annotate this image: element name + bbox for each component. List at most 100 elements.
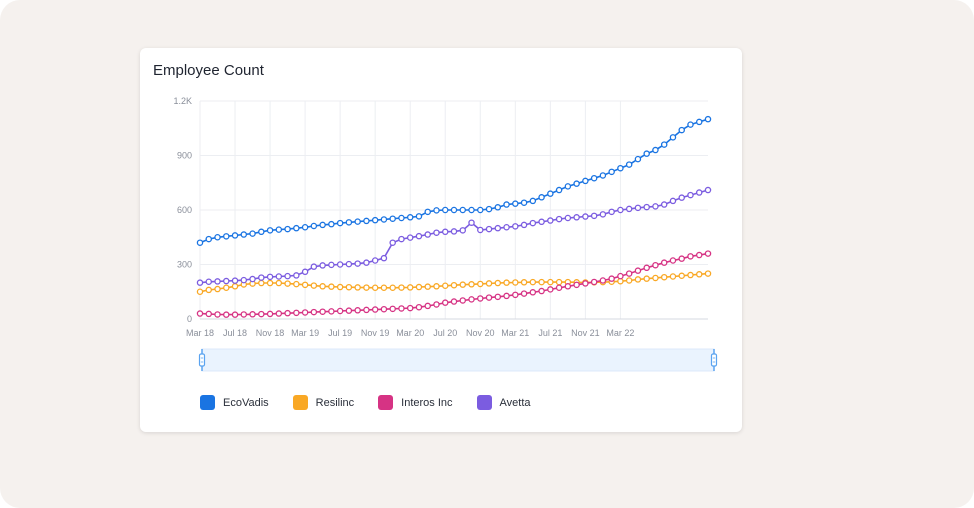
data-point-avetta[interactable]: [643, 203, 650, 211]
data-point-ecovadis[interactable]: [512, 200, 519, 207]
data-point-resilinc[interactable]: [406, 284, 414, 291]
data-point-interos-inc[interactable]: [494, 293, 502, 301]
data-point-avetta[interactable]: [450, 228, 458, 235]
data-point-ecovadis[interactable]: [293, 224, 300, 232]
data-point-ecovadis[interactable]: [363, 217, 370, 225]
data-point-avetta[interactable]: [284, 272, 291, 280]
data-point-resilinc[interactable]: [398, 284, 405, 291]
data-point-resilinc[interactable]: [477, 280, 484, 288]
data-point-resilinc[interactable]: [617, 277, 624, 285]
data-point-ecovadis[interactable]: [424, 208, 431, 216]
legend-item-interos[interactable]: Interos Inc: [378, 395, 453, 410]
data-point-ecovadis[interactable]: [608, 168, 615, 176]
data-point-ecovadis[interactable]: [415, 213, 423, 220]
data-point-interos-inc[interactable]: [258, 310, 265, 318]
range-slider[interactable]: [198, 348, 718, 372]
data-point-interos-inc[interactable]: [704, 250, 712, 257]
data-point-resilinc[interactable]: [293, 280, 300, 288]
data-point-interos-inc[interactable]: [284, 309, 291, 317]
data-point-avetta[interactable]: [687, 191, 694, 199]
data-point-interos-inc[interactable]: [240, 311, 248, 318]
data-point-interos-inc[interactable]: [564, 283, 572, 290]
data-point-avetta[interactable]: [512, 223, 519, 230]
data-point-resilinc[interactable]: [625, 277, 633, 284]
data-point-interos-inc[interactable]: [424, 302, 431, 310]
data-point-avetta[interactable]: [704, 186, 712, 194]
data-point-resilinc[interactable]: [319, 283, 326, 290]
data-point-interos-inc[interactable]: [389, 305, 396, 313]
data-point-interos-inc[interactable]: [643, 264, 650, 272]
data-point-ecovadis[interactable]: [205, 235, 213, 243]
data-point-interos-inc[interactable]: [319, 308, 326, 315]
data-point-ecovadis[interactable]: [678, 126, 685, 134]
data-point-ecovadis[interactable]: [240, 231, 248, 238]
data-point-resilinc[interactable]: [231, 283, 239, 290]
data-point-resilinc[interactable]: [336, 283, 344, 291]
data-point-ecovadis[interactable]: [284, 225, 291, 233]
data-point-resilinc[interactable]: [266, 279, 274, 287]
data-point-avetta[interactable]: [573, 214, 580, 221]
data-point-avetta[interactable]: [214, 278, 221, 285]
data-point-avetta[interactable]: [590, 212, 598, 220]
data-point-interos-inc[interactable]: [669, 257, 677, 264]
data-point-interos-inc[interactable]: [485, 294, 493, 301]
data-point-avetta[interactable]: [468, 219, 475, 226]
data-point-interos-inc[interactable]: [293, 309, 300, 317]
data-point-avetta[interactable]: [538, 218, 545, 226]
data-point-avetta[interactable]: [196, 279, 204, 286]
data-point-resilinc[interactable]: [538, 278, 545, 286]
data-point-interos-inc[interactable]: [345, 307, 353, 314]
data-point-avetta[interactable]: [582, 213, 589, 220]
data-point-ecovadis[interactable]: [555, 186, 563, 194]
data-point-avetta[interactable]: [529, 219, 537, 227]
data-point-ecovadis[interactable]: [450, 206, 458, 214]
data-point-interos-inc[interactable]: [520, 290, 528, 297]
data-point-interos-inc[interactable]: [503, 292, 510, 300]
data-point-interos-inc[interactable]: [590, 278, 598, 286]
data-point-avetta[interactable]: [599, 211, 607, 218]
data-point-ecovadis[interactable]: [590, 174, 598, 182]
data-point-ecovadis[interactable]: [520, 199, 528, 206]
data-point-interos-inc[interactable]: [275, 310, 283, 317]
data-point-resilinc[interactable]: [380, 284, 388, 292]
data-point-ecovadis[interactable]: [328, 220, 335, 228]
data-point-ecovadis[interactable]: [687, 121, 694, 128]
legend-item-ecovadis[interactable]: EcoVadis: [200, 395, 269, 410]
data-point-avetta[interactable]: [477, 226, 484, 234]
data-point-resilinc[interactable]: [485, 280, 493, 287]
data-point-resilinc[interactable]: [310, 282, 318, 289]
data-point-ecovadis[interactable]: [547, 190, 554, 197]
data-point-interos-inc[interactable]: [477, 295, 484, 302]
data-point-avetta[interactable]: [415, 232, 423, 240]
data-point-avetta[interactable]: [459, 227, 467, 234]
data-point-avetta[interactable]: [266, 273, 274, 281]
handle-grip[interactable]: [198, 353, 206, 367]
data-point-avetta[interactable]: [205, 278, 213, 286]
data-point-interos-inc[interactable]: [406, 304, 414, 312]
data-point-interos-inc[interactable]: [223, 311, 230, 318]
data-point-avetta[interactable]: [363, 259, 370, 266]
data-point-resilinc[interactable]: [643, 275, 650, 282]
data-point-interos-inc[interactable]: [380, 305, 388, 313]
data-point-avetta[interactable]: [555, 215, 563, 223]
data-point-avetta[interactable]: [336, 261, 344, 268]
data-point-interos-inc[interactable]: [573, 281, 580, 289]
data-point-avetta[interactable]: [695, 189, 703, 196]
data-point-avetta[interactable]: [301, 268, 309, 276]
data-point-resilinc[interactable]: [468, 281, 475, 288]
data-point-interos-inc[interactable]: [582, 280, 589, 287]
data-point-ecovadis[interactable]: [529, 197, 537, 205]
data-point-ecovadis[interactable]: [582, 177, 589, 185]
data-point-avetta[interactable]: [345, 260, 353, 268]
data-point-avetta[interactable]: [328, 261, 335, 269]
data-point-interos-inc[interactable]: [599, 277, 607, 284]
data-point-resilinc[interactable]: [547, 278, 554, 286]
range-slider-track[interactable]: [201, 348, 715, 372]
data-point-avetta[interactable]: [406, 234, 414, 241]
data-point-resilinc[interactable]: [652, 274, 659, 282]
data-point-resilinc[interactable]: [389, 284, 396, 292]
data-point-resilinc[interactable]: [687, 271, 694, 279]
data-point-resilinc[interactable]: [678, 272, 685, 280]
data-point-resilinc[interactable]: [512, 279, 519, 286]
data-point-ecovadis[interactable]: [389, 215, 396, 222]
